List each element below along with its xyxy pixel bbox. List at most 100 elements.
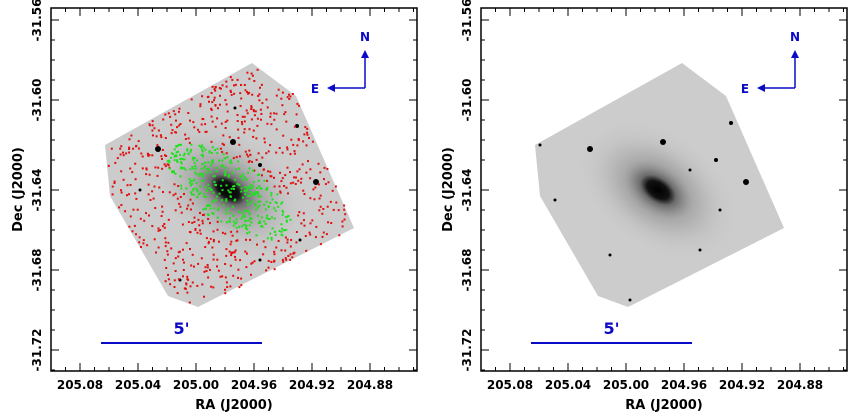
red-marker: [201, 222, 204, 225]
red-marker: [156, 144, 159, 147]
red-marker: [269, 144, 272, 147]
red-marker: [237, 268, 240, 271]
red-marker: [134, 162, 137, 165]
red-marker: [284, 236, 287, 239]
green-marker: [193, 161, 196, 164]
red-marker: [239, 259, 242, 262]
red-marker: [234, 258, 237, 261]
red-marker: [267, 259, 270, 262]
red-marker: [305, 171, 308, 174]
red-marker: [200, 123, 203, 126]
x-axis-title: RA (J2000): [625, 398, 703, 413]
red-marker: [212, 286, 215, 289]
green-marker: [221, 165, 224, 168]
red-marker: [137, 147, 140, 150]
red-marker: [295, 176, 297, 179]
green-marker: [232, 220, 235, 223]
red-marker: [178, 124, 181, 127]
red-marker: [267, 150, 270, 153]
red-marker: [170, 132, 173, 135]
red-marker: [334, 185, 337, 188]
green-marker: [215, 170, 218, 173]
green-marker: [255, 234, 258, 237]
green-marker: [248, 167, 251, 170]
red-marker: [325, 233, 328, 236]
green-marker: [207, 161, 210, 164]
green-marker: [281, 227, 283, 230]
red-marker: [187, 112, 190, 114]
red-marker: [321, 212, 324, 215]
red-marker: [240, 284, 243, 287]
green-marker: [175, 151, 178, 154]
foreground-star: [155, 146, 161, 152]
red-marker: [129, 215, 132, 218]
red-marker: [286, 146, 289, 149]
green-marker: [233, 199, 236, 202]
green-marker: [271, 227, 274, 230]
red-marker: [151, 190, 154, 193]
red-marker: [152, 197, 155, 200]
red-marker: [146, 244, 149, 247]
red-marker: [138, 241, 141, 244]
green-marker: [230, 187, 233, 190]
red-marker: [114, 161, 117, 164]
red-marker: [298, 104, 300, 107]
green-marker: [247, 185, 250, 188]
red-marker: [258, 93, 261, 96]
red-marker: [234, 83, 237, 86]
red-marker: [198, 224, 201, 227]
green-marker: [249, 194, 252, 197]
red-marker: [186, 278, 189, 281]
green-marker: [268, 218, 271, 220]
red-marker: [138, 236, 141, 239]
green-marker: [285, 219, 288, 222]
red-marker: [318, 197, 321, 200]
green-marker: [249, 191, 252, 194]
foreground-star: [538, 143, 542, 147]
green-marker: [265, 200, 268, 203]
y-tick-label: -31.60: [460, 79, 474, 122]
green-marker: [247, 171, 250, 174]
green-marker: [214, 183, 217, 186]
red-marker: [280, 249, 283, 252]
red-marker: [167, 112, 170, 115]
red-marker: [207, 95, 210, 98]
red-marker: [259, 108, 262, 111]
red-marker: [184, 138, 187, 140]
red-marker: [157, 246, 160, 249]
red-marker: [211, 246, 214, 249]
red-marker: [308, 231, 311, 234]
green-marker: [195, 182, 198, 185]
green-marker: [172, 152, 174, 155]
red-marker: [321, 235, 324, 238]
red-marker: [224, 276, 227, 279]
red-marker: [294, 183, 297, 185]
red-marker: [193, 126, 196, 129]
red-marker: [167, 218, 170, 221]
red-marker: [265, 98, 268, 101]
green-marker: [269, 201, 272, 204]
y-tick-label: -31.68: [30, 249, 44, 292]
green-marker: [240, 225, 243, 228]
green-marker: [184, 168, 187, 171]
x-tick-label: 205.00: [173, 378, 219, 392]
green-marker: [257, 200, 260, 203]
green-marker: [195, 187, 198, 190]
green-marker: [206, 167, 208, 170]
red-marker: [293, 251, 296, 254]
green-marker: [259, 187, 262, 190]
green-marker: [254, 191, 257, 194]
compass-east-label: E: [741, 82, 749, 96]
green-marker: [175, 145, 178, 147]
red-marker: [126, 194, 128, 197]
red-marker: [188, 301, 191, 304]
green-marker: [188, 178, 191, 181]
red-marker: [251, 160, 253, 163]
green-marker: [209, 207, 212, 210]
green-marker: [228, 161, 231, 164]
green-marker: [191, 182, 194, 185]
green-marker: [229, 212, 232, 215]
green-marker: [190, 148, 193, 151]
green-marker: [212, 199, 215, 202]
red-marker: [110, 147, 113, 150]
